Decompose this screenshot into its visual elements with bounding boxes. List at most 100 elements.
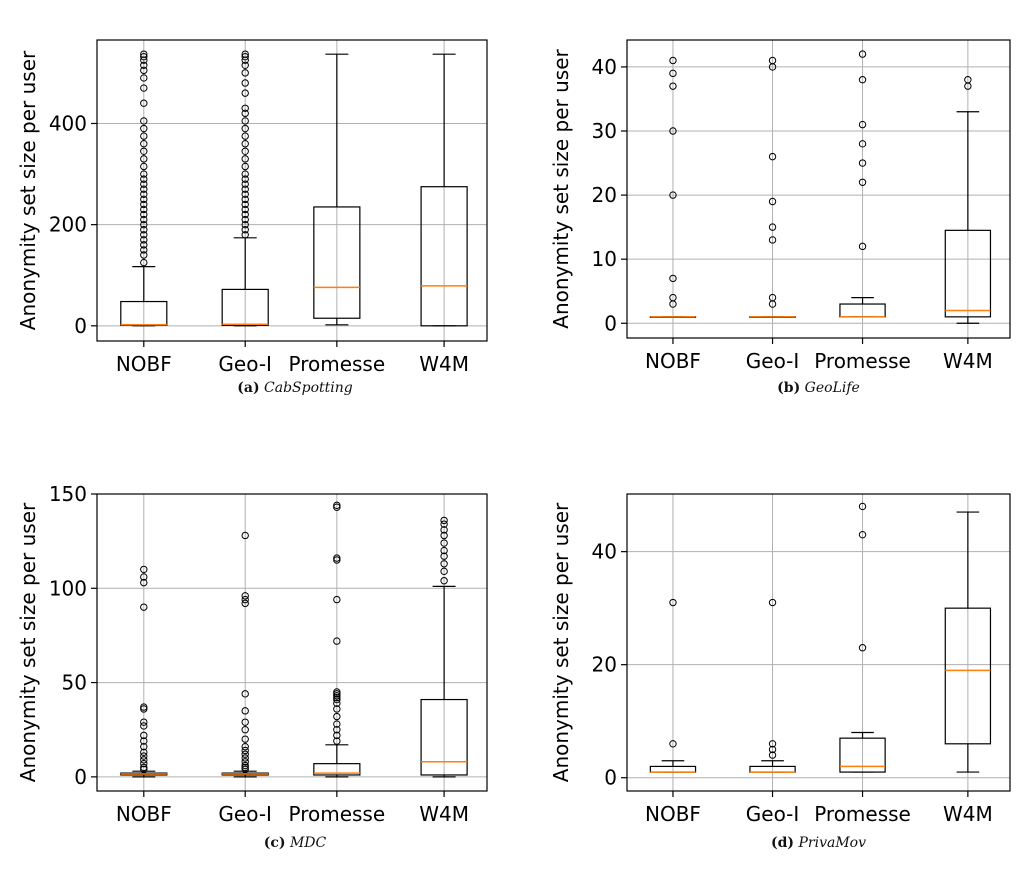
outlier-point — [440, 546, 448, 555]
outlier-point — [140, 565, 148, 574]
box-promesse — [313, 53, 361, 326]
iqr-box — [221, 288, 269, 326]
x-tick-label: Promesse — [814, 349, 911, 373]
outlier-point — [768, 197, 777, 206]
outlier-point — [140, 205, 148, 214]
y-tick-label: 0 — [74, 765, 87, 789]
plot-frame — [626, 493, 1011, 792]
box-promesse — [839, 50, 886, 318]
y-tick-label: 30 — [592, 119, 617, 143]
outlier-point — [140, 737, 148, 745]
x-tick-label: Promesse — [289, 802, 386, 826]
y-tick-label: 400 — [49, 111, 87, 135]
caption-c-name: MDC — [289, 835, 327, 851]
outlier-point — [140, 763, 148, 772]
outlier-point — [333, 695, 341, 704]
outlier-point — [768, 56, 777, 65]
iqr-box — [420, 698, 468, 776]
outlier-point — [333, 688, 341, 696]
outlier-point — [241, 761, 249, 770]
outlier-point — [858, 502, 867, 511]
outlier-point — [768, 740, 777, 748]
outlier-point — [140, 756, 148, 764]
outlier-point — [964, 76, 972, 84]
outlier-point — [440, 567, 448, 576]
x-tick-label: Geo-I — [218, 352, 272, 376]
box-w4m — [944, 511, 992, 773]
y-tick-label: 40 — [592, 540, 617, 564]
outlier-point — [440, 552, 448, 560]
box-promesse — [839, 502, 886, 773]
outlier-point — [140, 703, 148, 711]
outlier-point — [333, 699, 341, 708]
box-geo-i — [221, 50, 269, 327]
outlier-point — [140, 731, 148, 740]
outlier-point — [241, 185, 249, 193]
outlier-point — [241, 746, 249, 755]
outlier-point — [241, 226, 249, 234]
outlier-point — [140, 752, 148, 760]
plot-frame — [96, 39, 488, 342]
outlier-point — [333, 737, 341, 745]
caption-a-label: (a) — [237, 380, 260, 396]
outlier-point — [241, 52, 249, 61]
box-w4m — [420, 53, 468, 327]
outlier-point — [768, 745, 777, 754]
iqr-box — [313, 206, 361, 319]
outlier-point — [241, 117, 249, 125]
box-promesse — [313, 501, 361, 778]
outlier-point — [768, 598, 777, 607]
outlier-point — [333, 712, 341, 721]
y-axis-label: Anonymity set size per user — [16, 50, 40, 330]
box-geo-i — [749, 56, 796, 318]
x-tick-label: NOBF — [116, 802, 172, 826]
x-tick-label: NOBF — [116, 352, 172, 376]
outlier-point — [140, 226, 148, 234]
outlier-point — [140, 603, 148, 611]
y-tick-label: 100 — [49, 576, 87, 600]
outlier-point — [140, 147, 148, 155]
outlier-point — [858, 120, 867, 129]
y-tick-label: 150 — [49, 482, 87, 506]
outlier-point — [241, 726, 249, 734]
outlier-point — [333, 720, 341, 728]
box-geo-i — [221, 531, 269, 778]
iqr-box — [420, 186, 468, 327]
caption-a: (a) CabSpotting — [100, 380, 490, 396]
outlier-point — [140, 742, 148, 751]
outlier-point — [140, 210, 148, 219]
outlier-point — [241, 718, 249, 726]
x-tick-label: NOBF — [645, 349, 701, 373]
outlier-point — [140, 162, 148, 171]
outlier-point — [241, 69, 249, 77]
box-w4m — [420, 516, 468, 778]
outlier-point — [669, 56, 677, 65]
outlier-point — [440, 520, 448, 528]
outlier-point — [440, 516, 448, 525]
caption-d-name: PrivaMov — [798, 835, 867, 851]
outlier-point — [140, 140, 148, 148]
outlier-point — [858, 242, 867, 251]
outlier-point — [768, 293, 777, 302]
outlier-point — [858, 76, 867, 84]
outlier-point — [140, 220, 148, 229]
outlier-point — [241, 763, 249, 772]
outlier-point — [140, 117, 148, 125]
outlier-point — [140, 190, 148, 198]
box-nobf — [120, 50, 168, 327]
outlier-point — [241, 162, 249, 171]
outlier-point — [241, 79, 249, 87]
box-geo-i — [749, 598, 796, 773]
outlier-point — [333, 501, 341, 510]
outlier-point — [241, 231, 249, 239]
outlier-point — [241, 215, 249, 224]
outlier-point — [140, 185, 148, 193]
x-tick-label: Geo-I — [746, 802, 800, 826]
outlier-point — [333, 637, 341, 645]
outlier-point — [333, 595, 341, 604]
x-tick-label: Geo-I — [218, 802, 272, 826]
outlier-point — [241, 124, 249, 133]
outlier-point — [241, 61, 249, 69]
outlier-point — [440, 539, 448, 547]
x-tick-label: Promesse — [289, 352, 386, 376]
